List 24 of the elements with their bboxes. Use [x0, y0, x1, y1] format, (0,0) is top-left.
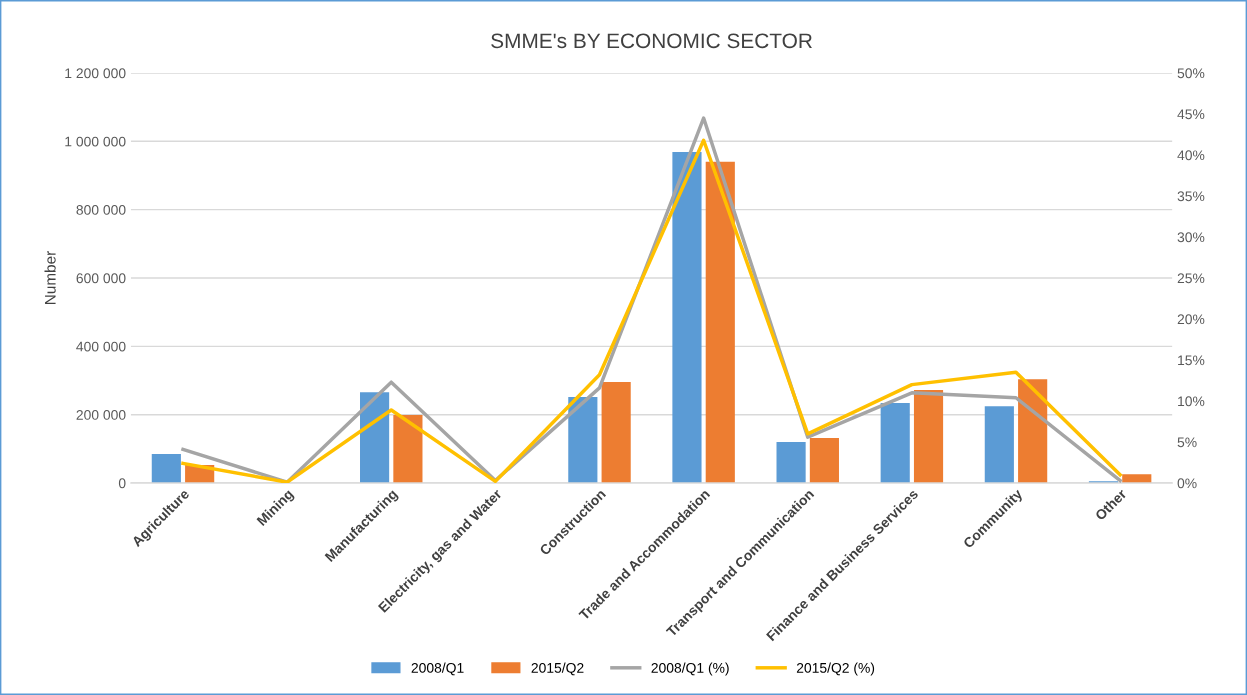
y2-tick-label: 35%: [1177, 191, 1205, 202]
y2-tick-label: 10%: [1178, 396, 1205, 407]
y-tick-label: 1 200 000: [65, 68, 126, 79]
legend-label: 2008/Q1: [411, 662, 464, 676]
y2-tick-label: 40%: [1177, 150, 1205, 161]
y2-tick-label: 20%: [1177, 314, 1205, 325]
legend-label: 2015/Q2: [531, 662, 584, 676]
y-tick-label: 0: [118, 478, 126, 489]
y2-tick-label: 15%: [1178, 355, 1205, 366]
legend-label: 2008/Q1 (%): [651, 662, 729, 676]
y2-tick-label: 50%: [1177, 68, 1205, 79]
y-tick-label: 400 000: [76, 341, 126, 352]
y2-tick-label: 30%: [1177, 232, 1205, 243]
legend-label: 2015/Q2 (%): [796, 662, 875, 676]
y2-tick-label: 0%: [1177, 478, 1197, 489]
y2-tick-label: 5%: [1177, 437, 1197, 448]
y-tick-label: 1 000 000: [65, 136, 126, 147]
chart-title: SMME's BY ECONOMIC SECTOR: [491, 33, 812, 49]
y2-tick-label: 45%: [1177, 109, 1205, 120]
y-tick-label: 200 000: [76, 410, 126, 420]
y-axis-title: Number: [44, 251, 56, 304]
y-tick-label: 800 000: [76, 204, 126, 215]
y2-tick-label: 25%: [1177, 273, 1205, 284]
y-tick-label: 600 000: [76, 273, 126, 284]
